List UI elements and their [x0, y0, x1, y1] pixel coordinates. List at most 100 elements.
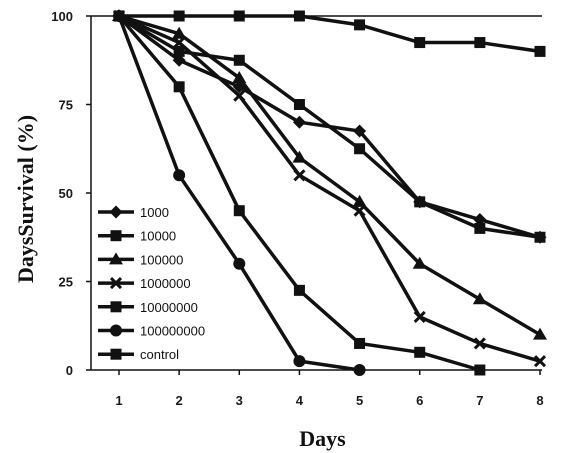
data-point: [233, 54, 245, 66]
data-point: [172, 26, 187, 39]
y-tick-label: 25: [59, 275, 73, 290]
data-point: [474, 222, 486, 234]
data-point: [354, 143, 366, 155]
legend-marker: [110, 324, 122, 337]
y-tick-label: 50: [59, 186, 73, 201]
legend-label: 1000: [140, 205, 169, 220]
legend-item: 10000: [98, 229, 176, 244]
data-point: [353, 204, 366, 217]
data-point: [293, 99, 305, 110]
data-point: [173, 81, 185, 93]
legend-label: control: [140, 347, 179, 362]
legend-marker: [110, 230, 122, 242]
data-point: [414, 346, 426, 358]
legend-marker: [110, 348, 122, 360]
x-tick-label: 4: [296, 393, 304, 408]
data-point: [474, 37, 486, 49]
x-marker-stroke: [293, 169, 306, 182]
data-point: [534, 231, 546, 243]
data-point: [414, 196, 426, 208]
series-layer: [112, 9, 547, 376]
data-point: [472, 292, 487, 305]
series-line: [118, 14, 541, 363]
data-point: [173, 36, 186, 49]
legend: 1000 10000 100000 1000000 10000000 100000000 c…: [98, 205, 205, 362]
y-tick-label: 0: [66, 363, 73, 378]
x-tick-label: 6: [416, 393, 423, 408]
data-point: [473, 213, 487, 227]
axes: [90, 15, 542, 371]
data-point: [533, 327, 547, 340]
series-line: [118, 14, 541, 337]
data-point: [173, 10, 185, 22]
x-tick-label: 1: [115, 393, 122, 408]
x-tick-label: 3: [236, 393, 243, 408]
legend-item: 10000000: [98, 300, 198, 315]
data-point: [354, 337, 366, 349]
x-marker-stroke: [413, 310, 426, 323]
data-point: [233, 89, 246, 102]
data-point: [292, 115, 306, 129]
data-point: [413, 310, 426, 323]
data-point: [293, 284, 305, 296]
x-marker-stroke: [353, 204, 366, 217]
data-point: [533, 355, 547, 368]
x-tick-label: 5: [356, 393, 363, 408]
series-line: [117, 15, 360, 372]
legend-item: 100000: [98, 252, 183, 267]
data-point: [172, 53, 186, 67]
data-point: [173, 45, 185, 57]
legend-label: 10000: [140, 229, 176, 244]
legend-marker: [110, 301, 122, 313]
data-point: [113, 10, 125, 22]
x-marker-stroke: [109, 277, 123, 290]
data-point: [293, 10, 305, 22]
data-point: [354, 19, 366, 31]
x-ticks: 1 2 3 4 5 6 7 8: [115, 370, 544, 408]
data-point: [414, 37, 426, 49]
y-axis-title: DaysSurvival (%): [13, 115, 38, 283]
x-axis-title: Days: [299, 426, 346, 451]
legend-item: control: [98, 347, 179, 362]
legend-label: 100000: [140, 252, 183, 267]
y-tick-label: 75: [59, 98, 73, 113]
data-point: [412, 256, 427, 269]
x-tick-label: 2: [176, 393, 183, 408]
data-point: [353, 124, 367, 138]
series-100000: [112, 9, 547, 340]
y-ticks: 0 25 50 75 100: [51, 9, 91, 378]
legend-label: 10000000: [140, 300, 198, 315]
legend-label: 100000000: [140, 324, 205, 339]
x-marker-stroke: [173, 36, 186, 49]
series-control: [113, 10, 546, 57]
data-point: [232, 70, 247, 83]
x-tick-label: 7: [476, 393, 483, 408]
x-marker-stroke: [533, 355, 547, 368]
series-line: [117, 14, 481, 372]
data-point: [293, 355, 306, 368]
x-marker-stroke: [473, 337, 486, 350]
x-tick-label: 8: [536, 393, 543, 408]
data-point: [293, 169, 306, 182]
data-point: [173, 169, 186, 182]
legend-item: 100000000: [98, 324, 205, 339]
y-tick-label: 100: [51, 9, 73, 24]
x-marker-stroke: [233, 89, 246, 102]
data-point: [534, 45, 546, 57]
legend-marker: [109, 252, 123, 265]
data-point: [352, 194, 367, 207]
data-point: [353, 364, 366, 376]
data-point: [474, 364, 486, 376]
legend-label: 1000000: [140, 276, 191, 291]
data-point: [233, 10, 245, 22]
legend-marker: [109, 277, 123, 290]
data-point: [233, 205, 245, 217]
series-line: [119, 14, 541, 54]
data-point: [292, 150, 307, 163]
data-point: [473, 337, 486, 350]
legend-item: 1000000: [98, 276, 191, 291]
legend-marker: [109, 205, 123, 219]
legend-item: 1000: [98, 205, 169, 220]
data-point: [233, 257, 246, 270]
